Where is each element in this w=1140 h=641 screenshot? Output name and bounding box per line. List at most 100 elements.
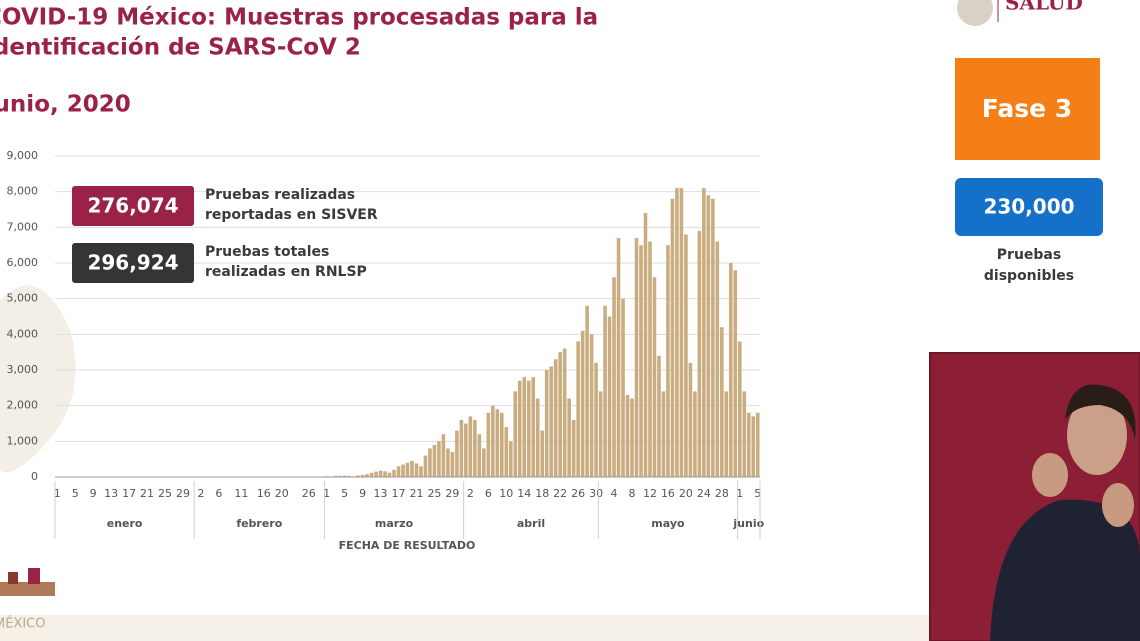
callout-value: 296,924 xyxy=(87,251,178,275)
bar xyxy=(715,241,720,477)
bar xyxy=(333,475,338,477)
phase-label: Fase 3 xyxy=(982,94,1072,123)
bar xyxy=(531,377,536,477)
y-tick-label: 2,000 xyxy=(7,399,39,412)
bar xyxy=(598,391,603,477)
bar xyxy=(666,245,670,477)
x-tick-label: 1 xyxy=(323,487,330,500)
bar xyxy=(504,427,509,477)
logo-text: SALUD xyxy=(1005,0,1083,15)
callout-caption: Pruebas totales xyxy=(205,244,329,260)
bar xyxy=(374,471,378,477)
chart-title: identificación de SARS-CoV 2 xyxy=(0,35,361,61)
bar xyxy=(459,419,464,477)
month-label: mayo xyxy=(651,517,685,530)
x-tick-label: 2 xyxy=(467,487,474,500)
available-caption: disponibles xyxy=(984,268,1074,284)
bar xyxy=(720,327,724,477)
y-tick-label: 5,000 xyxy=(7,292,39,305)
bar xyxy=(621,298,625,477)
bar xyxy=(455,430,459,477)
bar xyxy=(652,277,657,477)
bar xyxy=(365,474,369,477)
x-tick-label: 10 xyxy=(499,487,513,500)
available-value: 230,000 xyxy=(983,195,1074,219)
bar xyxy=(594,362,598,477)
bar xyxy=(648,241,652,477)
bar xyxy=(437,441,441,477)
interpreter-video xyxy=(929,352,1140,641)
bar xyxy=(571,419,576,477)
bar xyxy=(544,370,549,477)
x-tick-label: 26 xyxy=(571,487,585,500)
month-label: febrero xyxy=(236,517,282,530)
month-label: enero xyxy=(107,517,143,530)
bar xyxy=(468,416,473,477)
bar xyxy=(401,464,405,477)
bar xyxy=(432,444,437,477)
bar xyxy=(396,466,401,477)
x-tick-label: 5 xyxy=(341,487,348,500)
bar xyxy=(378,470,383,477)
month-label: abril xyxy=(517,517,545,530)
bar xyxy=(522,377,527,477)
callout-caption: Pruebas realizadas xyxy=(205,187,355,203)
x-tick-label: 5 xyxy=(72,487,79,500)
bar xyxy=(589,334,594,477)
x-tick-label: 9 xyxy=(90,487,97,500)
bar xyxy=(441,434,446,477)
footer-icon xyxy=(0,568,55,596)
x-tick-label: 11 xyxy=(234,487,248,500)
bar xyxy=(580,330,585,477)
bar xyxy=(446,448,450,477)
bar xyxy=(684,234,688,477)
bar xyxy=(697,230,702,477)
bar xyxy=(535,398,540,477)
x-tick-label: 6 xyxy=(215,487,222,500)
bar xyxy=(347,475,351,477)
bar xyxy=(576,341,580,477)
footer-brand: MÉXICO xyxy=(0,616,45,632)
x-tick-label: 16 xyxy=(661,487,675,500)
footer-band xyxy=(0,615,930,641)
x-tick-label: 16 xyxy=(257,487,271,500)
bar xyxy=(405,462,410,477)
bar xyxy=(342,475,347,477)
x-tick-label: 9 xyxy=(359,487,366,500)
x-tick-label: 8 xyxy=(629,487,636,500)
bar xyxy=(558,352,562,477)
available-box xyxy=(955,178,1103,236)
y-tick-label: 0 xyxy=(31,470,38,483)
phase-box xyxy=(955,58,1100,160)
x-tick-label: 25 xyxy=(158,487,172,500)
x-axis-title: FECHA DE RESULTADO xyxy=(339,539,476,552)
bar xyxy=(661,391,666,477)
y-tick-label: 8,000 xyxy=(7,185,39,198)
bar xyxy=(369,472,374,477)
x-tick-label: 22 xyxy=(553,487,567,500)
x-tick-label: 21 xyxy=(409,487,423,500)
x-tick-label: 20 xyxy=(275,487,289,500)
bar xyxy=(360,474,365,477)
month-label: marzo xyxy=(375,517,414,530)
bar xyxy=(387,472,392,477)
x-tick-label: 24 xyxy=(697,487,711,500)
bar xyxy=(419,466,423,477)
bar xyxy=(670,198,675,478)
bar xyxy=(477,434,482,477)
y-tick-label: 9,000 xyxy=(7,149,39,162)
bar xyxy=(517,380,522,477)
bar xyxy=(508,441,513,477)
y-tick-label: 4,000 xyxy=(7,327,39,340)
bar xyxy=(746,412,751,477)
chart-title: COVID-19 México: Muestras procesadas par… xyxy=(0,5,598,31)
bar xyxy=(450,452,455,477)
y-tick-label: 7,000 xyxy=(7,220,39,233)
bar xyxy=(423,455,428,477)
callout-box xyxy=(72,186,194,226)
bar xyxy=(392,469,396,477)
bar xyxy=(737,341,742,477)
bar xyxy=(616,238,621,477)
x-tick-label: 1 xyxy=(736,487,743,500)
bar xyxy=(473,419,477,477)
